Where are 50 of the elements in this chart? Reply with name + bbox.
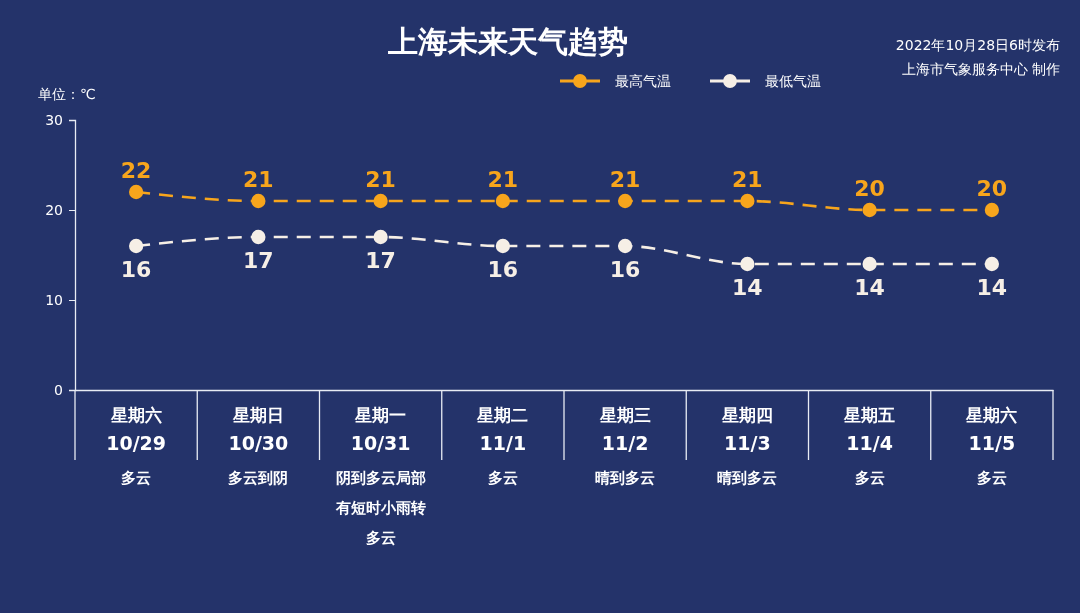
data-label: 21	[487, 167, 519, 192]
point	[617, 193, 633, 209]
point	[984, 202, 1000, 218]
data-label: 17	[243, 248, 274, 273]
data-label: 14	[732, 275, 763, 300]
x-tick-label: 星期五 11/4 多云	[843, 405, 896, 487]
y-tick-label: 20	[45, 201, 63, 218]
data-label: 21	[365, 167, 396, 192]
point	[495, 238, 511, 254]
x-tick-label: 星期二 11/1 多云	[476, 405, 529, 487]
point	[373, 229, 388, 245]
y-tick-label: 30	[45, 111, 63, 128]
x-tick-label: 星期六 11/5 多云	[965, 405, 1018, 487]
x-tick-label: 星期四 11/3 晴到多云	[717, 405, 778, 487]
y-tick-label: 10	[45, 291, 63, 308]
text: 2022年10月28日6时发布	[895, 37, 1060, 53]
point	[862, 256, 877, 272]
point	[617, 238, 633, 254]
point	[495, 193, 511, 209]
chart-title: 上海未来天气趋势	[387, 24, 628, 59]
point	[373, 193, 388, 209]
point	[740, 256, 755, 272]
point	[862, 202, 877, 218]
point	[740, 193, 755, 209]
data-label: 22	[120, 158, 152, 183]
point	[128, 184, 144, 200]
legend-label: 最高气温	[615, 73, 671, 89]
data-label: 14	[976, 275, 1008, 300]
data-label: 16	[120, 257, 152, 282]
point	[251, 193, 266, 209]
data-label: 21	[732, 167, 763, 192]
x-tick-label: 星期日 10/30 多云到阴	[228, 405, 289, 487]
x-tick-label: 星期一 10/31 阴到多云局部有短时小雨转多云	[334, 405, 426, 547]
data-label: 16	[609, 257, 641, 282]
data-label: 17	[365, 248, 396, 273]
data-label: 20	[854, 176, 885, 201]
data-label: 16	[487, 257, 519, 282]
point	[984, 256, 1000, 272]
y-tick-label: 0	[54, 381, 63, 398]
legend-label: 最低气温	[765, 73, 821, 89]
point	[251, 229, 266, 245]
point	[128, 238, 144, 254]
text: 上海市气象服务中心 制作	[901, 61, 1060, 77]
x-tick-label: 星期六 10/29 多云	[106, 405, 167, 487]
y-axis-title: 单位：℃	[38, 86, 96, 102]
data-label: 20	[976, 176, 1008, 201]
x-tick-label: 星期三 11/2 晴到多云	[595, 405, 656, 487]
data-label: 21	[243, 167, 274, 192]
data-label: 14	[854, 275, 885, 300]
data-label: 21	[609, 167, 641, 192]
